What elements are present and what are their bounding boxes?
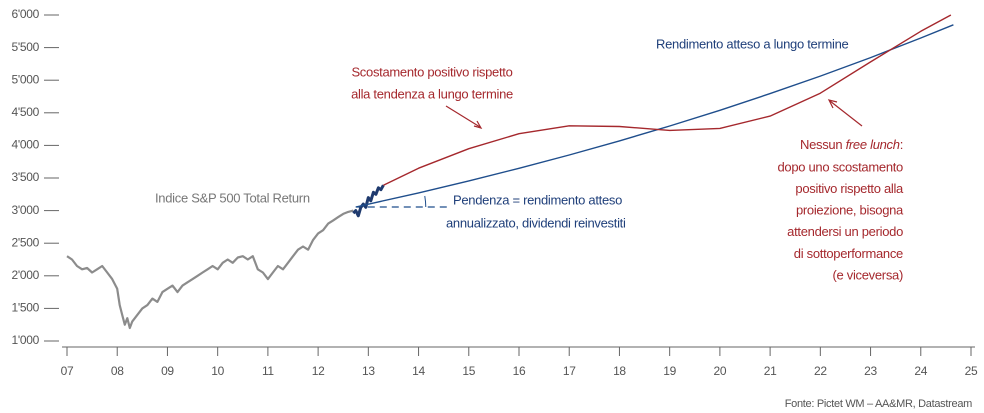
arrow: [445, 105, 481, 128]
y-tick-label: 3'000: [12, 203, 40, 217]
x-tick-label: 17: [563, 364, 576, 378]
annotation-text: :: [900, 137, 903, 152]
x-tick-label: 22: [814, 364, 827, 378]
annotation: (e viceversa): [832, 267, 903, 282]
x-tick-label: 12: [312, 364, 325, 378]
x-tick-label: 08: [111, 364, 124, 378]
source: Fonte: Pictet WM – AA&MR, Datastream: [785, 398, 972, 410]
arrow: [829, 100, 863, 127]
x-tick-label: 11: [262, 364, 274, 378]
x-tick-label: 18: [613, 364, 626, 378]
series-label: Indice S&P 500 Total Return: [155, 190, 310, 205]
x-tick-label: 24: [914, 364, 927, 378]
y-tick-label: 2'500: [12, 235, 40, 249]
arrow-head: [827, 99, 838, 109]
series-label: Rendimento atteso a lungo termine: [656, 36, 849, 51]
x-tick-label: 25: [965, 364, 978, 378]
annotation-text: Nessun: [800, 137, 846, 152]
x-tick-label: 14: [412, 364, 425, 378]
x-tick-label: 10: [211, 364, 224, 378]
annotation: dopo uno scostamento: [777, 159, 903, 174]
series-line: [66, 209, 354, 330]
annotation: Nessun free lunch:: [800, 137, 903, 152]
annotation: annualizzato, dividendi reinvestiti: [446, 215, 626, 230]
annotation: positivo rispetto alla: [795, 181, 904, 196]
y-tick-label: 5'000: [12, 72, 40, 86]
y-tick-label: 1'500: [12, 301, 40, 315]
y-tick-label: 4'000: [12, 138, 40, 152]
y-tick-label: 2'000: [12, 268, 40, 282]
x-tick-label: 16: [513, 364, 526, 378]
y-tick-label: 5'500: [12, 40, 40, 54]
annotation: proiezione, bisogna: [796, 203, 904, 218]
slope-angle: [424, 195, 427, 208]
annotation: alla tendenza a lungo termine: [351, 86, 513, 101]
annotation-text: free lunch: [846, 137, 900, 152]
y-tick-label: 4'500: [12, 105, 40, 119]
x-tick-label: 20: [714, 364, 727, 378]
x-tick-label: 21: [764, 364, 777, 378]
y-tick-label: 3'500: [12, 170, 40, 184]
annotation: Pendenza = rendimento atteso: [453, 192, 622, 207]
annotation: attendersi un periodo: [787, 224, 903, 239]
series-line: [352, 184, 385, 218]
arrow-head: [473, 120, 483, 129]
x-tick-label: 15: [462, 364, 475, 378]
x-tick-label: 19: [663, 364, 676, 378]
annotation: Scostamento positivo rispetto: [351, 64, 512, 79]
x-tick-label: 09: [161, 364, 174, 378]
series-line: [383, 14, 952, 186]
x-tick-label: 07: [61, 364, 74, 378]
x-tick-label: 23: [864, 364, 877, 378]
y-tick-label: 6'000: [12, 7, 40, 21]
y-tick-label: 1'000: [12, 333, 40, 347]
annotation: di sottoperformance: [794, 246, 903, 261]
series-line: [355, 24, 954, 208]
x-tick-label: 13: [362, 364, 375, 378]
